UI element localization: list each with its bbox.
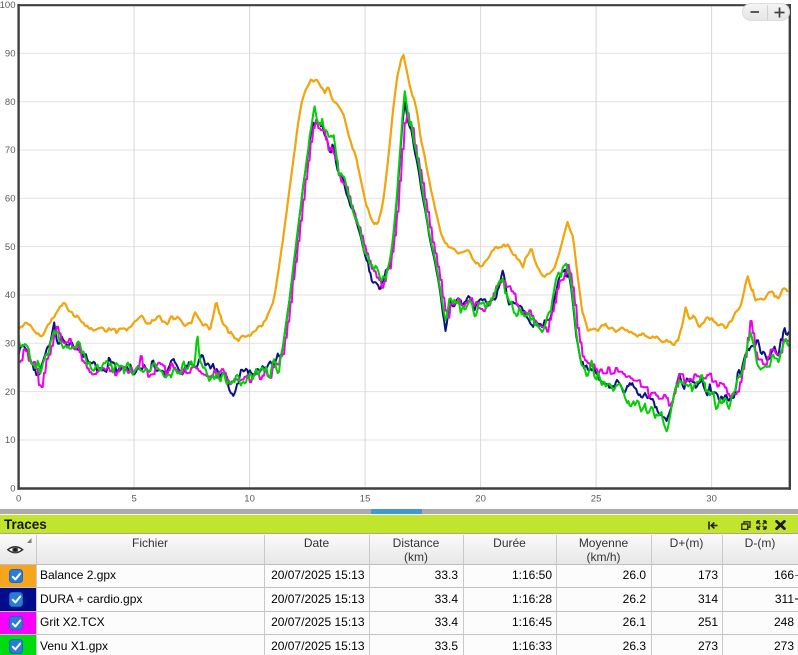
svg-text:10: 10: [5, 435, 16, 446]
svg-text:70: 70: [5, 145, 16, 156]
svg-text:60: 60: [5, 194, 16, 205]
svg-text:50: 50: [5, 242, 16, 253]
svg-text:30: 30: [5, 339, 16, 350]
svg-text:90: 90: [5, 49, 16, 60]
svg-text:0: 0: [16, 494, 21, 505]
svg-text:25: 25: [591, 494, 602, 505]
svg-text:5: 5: [131, 494, 136, 505]
svg-text:30: 30: [706, 494, 717, 505]
svg-text:15: 15: [360, 494, 371, 505]
svg-text:0: 0: [10, 484, 15, 495]
svg-text:20: 20: [475, 494, 486, 505]
svg-text:80: 80: [5, 97, 16, 108]
svg-text:40: 40: [5, 290, 16, 301]
svg-text:100: 100: [0, 0, 16, 11]
svg-text:20: 20: [5, 387, 16, 398]
svg-text:10: 10: [244, 494, 255, 505]
